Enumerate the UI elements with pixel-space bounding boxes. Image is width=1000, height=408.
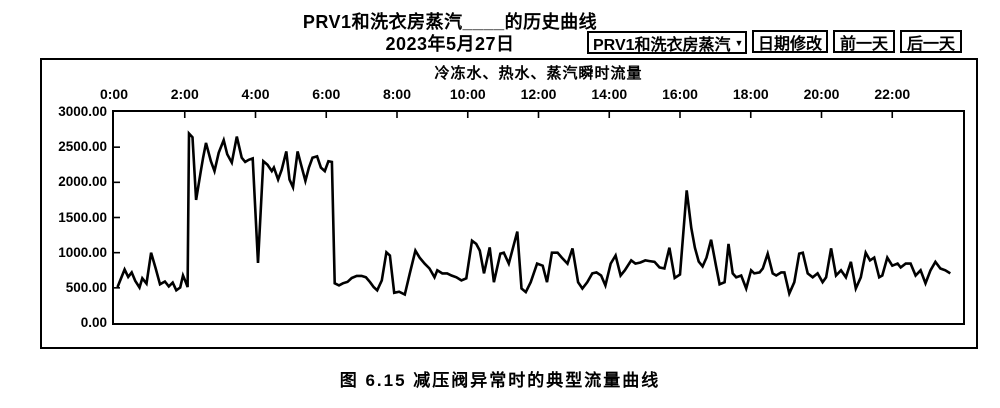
y-axis-labels: 3000.00 2500.00 2000.00 1500.00 1000.00 500.0…: [0, 0, 107, 408]
plot-area: [112, 110, 965, 325]
prev-day-button[interactable]: 前一天: [833, 30, 895, 53]
x-tick-label: 4:00: [241, 86, 270, 102]
next-day-button[interactable]: 后一天: [900, 30, 962, 53]
x-tick-label: 14:00: [591, 86, 628, 102]
y-tick-label: 0.00: [80, 315, 107, 330]
x-tick-label: 2:00: [170, 86, 199, 102]
header-title: PRV1和洗衣房蒸汽____的历史曲线 2023年5月27日: [200, 11, 700, 55]
figure-caption: 图 6.15 减压阀异常时的典型流量曲线: [339, 371, 661, 390]
x-tick-label: 22:00: [874, 86, 911, 102]
date-modify-button[interactable]: 日期修改: [752, 30, 828, 53]
chart-subtitle: 冷冻水、热水、蒸汽瞬时流量: [434, 65, 643, 82]
dropdown-arrow-icon: ▼: [734, 37, 744, 48]
flow-curve-line: [116, 130, 951, 298]
x-tick-label: 16:00: [662, 86, 698, 102]
x-tick-label: 18:00: [732, 86, 769, 102]
y-tick-label: 500.00: [65, 279, 107, 295]
y-tick-label: 1500.00: [58, 209, 107, 225]
y-tick-label: 2000.00: [58, 174, 107, 190]
x-tick-label: 0:00: [99, 86, 129, 102]
x-tick-label: 8:00: [382, 86, 412, 102]
flow-curve-svg: [114, 112, 951, 298]
title-line-1: PRV1和洗衣房蒸汽____的历史曲线: [302, 12, 598, 32]
series-dropdown-label: PRV1和洗衣房蒸汽: [593, 36, 731, 54]
title-line-2: 2023年5月27日: [385, 34, 515, 54]
y-tick-label: 3000.00: [58, 104, 107, 119]
y-tick-label: 2500.00: [58, 139, 107, 155]
x-tick-label: 20:00: [803, 86, 840, 102]
y-tick-label: 1000.00: [58, 244, 107, 260]
x-tick-label: 6:00: [312, 86, 341, 102]
x-tick-label: 10:00: [449, 86, 486, 102]
x-tick-label: 12:00: [520, 86, 557, 102]
series-dropdown[interactable]: PRV1和洗衣房蒸汽 ▼: [587, 31, 747, 54]
x-axis-labels: 0:00 2:00 4:00 6:00 8:00 10:00 12:00 14:00 16:00…: [0, 86, 1000, 103]
